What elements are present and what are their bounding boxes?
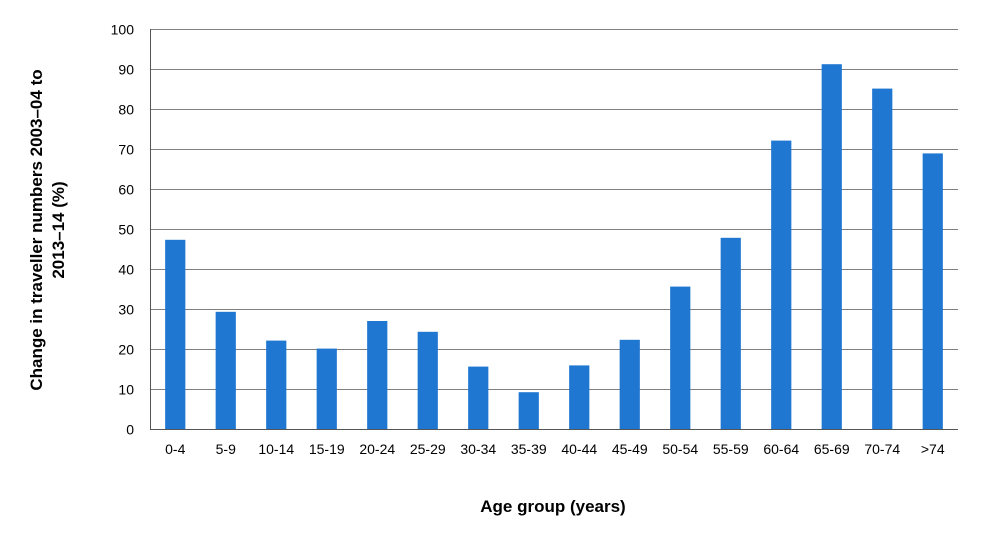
y-tick-label: 80 (118, 102, 134, 118)
x-tick-label: 20-24 (359, 441, 395, 457)
bar (165, 239, 186, 429)
x-tick-label: 35-39 (511, 441, 547, 457)
x-tick-label: 50-54 (662, 441, 698, 457)
x-tick-label: 25-29 (410, 441, 446, 457)
x-tick-label: 70-74 (864, 441, 900, 457)
x-tick-label: 40-44 (561, 441, 597, 457)
bar (720, 237, 741, 429)
bar (619, 339, 640, 429)
x-tick-label: 65-69 (814, 441, 850, 457)
y-axis-title-line-2: 2013–14 (%) (49, 181, 68, 278)
bar (367, 321, 388, 429)
y-axis-title-line-1: Change in traveller numbers 2003–04 to (27, 69, 46, 390)
x-tick-label: 5-9 (216, 441, 236, 457)
y-tick-label: 20 (118, 342, 134, 358)
bar (468, 366, 489, 429)
y-axis-title: Change in traveller numbers 2003–04 to 2… (27, 69, 68, 390)
bar (266, 340, 287, 429)
y-tick-label: 60 (118, 182, 134, 198)
y-tick-label: 0 (126, 422, 134, 438)
y-tick-labels: 0 10 20 30 40 50 60 70 80 90 100 (111, 22, 135, 438)
x-tick-label: 0-4 (165, 441, 185, 457)
bar (821, 64, 842, 429)
bar (417, 331, 438, 429)
y-tick-label: 40 (118, 262, 134, 278)
x-tick-label: 10-14 (258, 441, 294, 457)
bar (872, 88, 893, 429)
x-tick-label: 55-59 (713, 441, 749, 457)
x-tick-label: >74 (921, 441, 945, 457)
y-tick-label: 50 (118, 222, 134, 238)
x-tick-label: 60-64 (763, 441, 799, 457)
x-axis-title: Age group (years) (480, 497, 625, 516)
x-tick-label: 15-19 (309, 441, 345, 457)
bar (518, 392, 539, 429)
bar (215, 311, 236, 429)
bar (922, 153, 943, 429)
x-tick-label: 30-34 (460, 441, 496, 457)
axes (150, 29, 958, 430)
bar (771, 140, 792, 429)
y-tick-label: 90 (118, 62, 134, 78)
bar (569, 365, 590, 429)
x-tick-label: 45-49 (612, 441, 648, 457)
bars (165, 64, 943, 429)
y-tick-label: 100 (111, 22, 135, 38)
y-tick-label: 30 (118, 302, 134, 318)
bar (670, 286, 691, 429)
y-tick-label: 70 (118, 142, 134, 158)
bar (316, 348, 337, 429)
x-tick-labels: 0-4 5-9 10-14 15-19 20-24 25-29 30-34 35-39 40-4… (165, 441, 945, 457)
y-tick-label: 10 (118, 382, 134, 398)
